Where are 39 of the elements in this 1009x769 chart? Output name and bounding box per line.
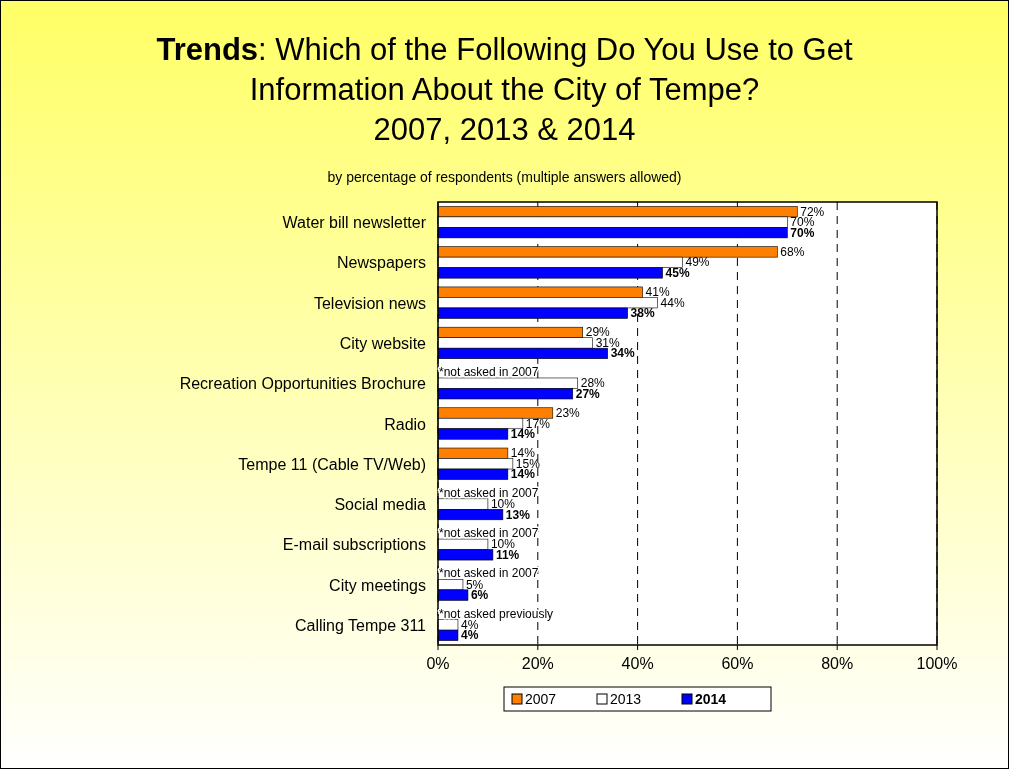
data-label: 13% — [505, 507, 531, 522]
annotation: *not asked in 2007 — [439, 364, 539, 379]
x-tick-label: 20% — [521, 655, 554, 672]
data-label: 6% — [470, 588, 489, 603]
data-label: 11% — [495, 547, 520, 562]
data-label: 14% — [510, 427, 536, 441]
chart-title: Trends: Which of the Following Do You Use to Get Information About the City of Tempe? 2007, 2013 & 2014 — [156, 32, 853, 147]
data-label: 14% — [510, 467, 536, 482]
y-tick-label: E-mail subscriptions — [282, 536, 426, 554]
data-label: 38% — [630, 306, 655, 321]
legend-label: 2014 — [695, 691, 727, 707]
y-tick-label: City meetings — [329, 576, 426, 594]
y-tick-label: Social media — [334, 496, 427, 514]
x-tick-label: 80% — [821, 655, 854, 672]
legend-label: 2013 — [610, 691, 642, 707]
legend-label: 2007 — [525, 691, 557, 707]
y-tick-label: Recreation Opportunities Brochure — [179, 375, 427, 393]
y-tick-label: City website — [339, 334, 427, 352]
y-tick-label: Radio — [384, 415, 427, 433]
x-tick-label: 60% — [721, 655, 754, 672]
x-tick-label: 100% — [916, 655, 958, 672]
annotation: *not asked previously — [439, 606, 554, 621]
data-label: 27% — [575, 386, 601, 401]
data-label: 44% — [660, 295, 685, 310]
x-tick-label: 40% — [621, 655, 654, 672]
annotation: *not asked in 2007 — [439, 566, 539, 581]
y-tick-label: Tempe 11 (Cable TV/Web) — [238, 455, 426, 473]
y-tick-label: Calling Tempe 311 — [294, 616, 427, 634]
chart-subtitle: by percentage of respondents (multiple answers allowed) — [327, 169, 682, 185]
data-label: 68% — [780, 244, 805, 259]
data-label: 70% — [790, 225, 815, 240]
y-tick-label: Newspapers — [337, 254, 426, 272]
y-tick-label: Water bill newsletter — [282, 214, 427, 232]
x-tick-label: 0% — [426, 655, 450, 672]
data-label: 23% — [555, 406, 581, 420]
annotation: *not asked in 2007 — [439, 485, 539, 500]
data-label: 45% — [665, 265, 690, 280]
data-label: 4% — [460, 628, 479, 643]
y-tick-label: Television news — [313, 294, 426, 312]
